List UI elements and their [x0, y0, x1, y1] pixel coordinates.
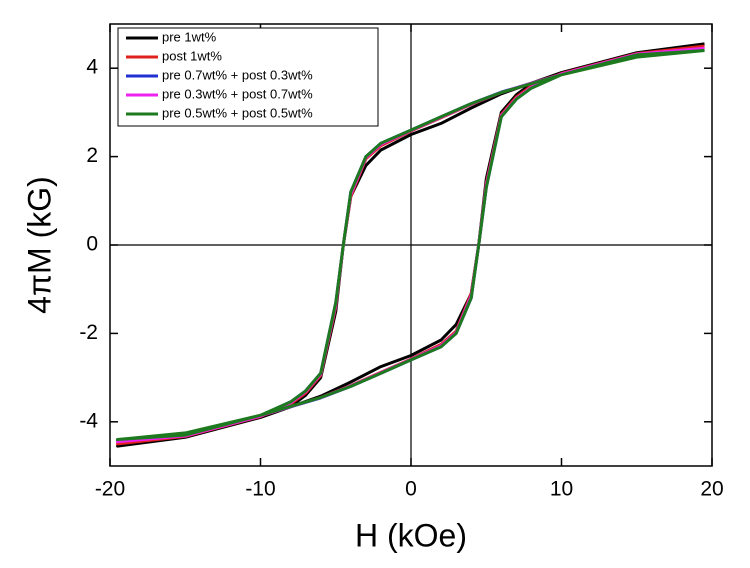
y-tick-label: -4	[79, 409, 98, 432]
y-axis-label: 4πM (kG)	[21, 176, 57, 314]
x-tick-label: 10	[550, 478, 573, 501]
y-tick-label: -2	[79, 321, 98, 344]
legend-label: pre 1wt%	[162, 29, 217, 44]
y-tick-label: 4	[86, 56, 98, 79]
series-line	[116, 49, 705, 441]
x-tick-label: 0	[405, 478, 417, 501]
x-tick-label: 20	[700, 478, 723, 501]
legend-label: post 1wt%	[162, 48, 222, 63]
legend-label: pre 0.5wt% + post 0.5wt%	[162, 105, 313, 120]
y-tick-label: 2	[86, 144, 98, 167]
legend-box	[117, 27, 379, 127]
legend-label: pre 0.3wt% + post 0.7wt%	[162, 86, 313, 101]
legend-label: pre 0.7wt% + post 0.3wt%	[162, 67, 313, 82]
legend: pre 1wt% post 1wt% pre 0.7wt% + post 0.3wt…	[117, 27, 379, 127]
y-tick-label: 0	[86, 233, 98, 256]
x-tick-label: -20	[95, 478, 125, 501]
x-tick-label: -10	[245, 478, 275, 501]
plot-frame	[109, 23, 713, 467]
x-axis-label: H (kOe)	[355, 517, 467, 553]
